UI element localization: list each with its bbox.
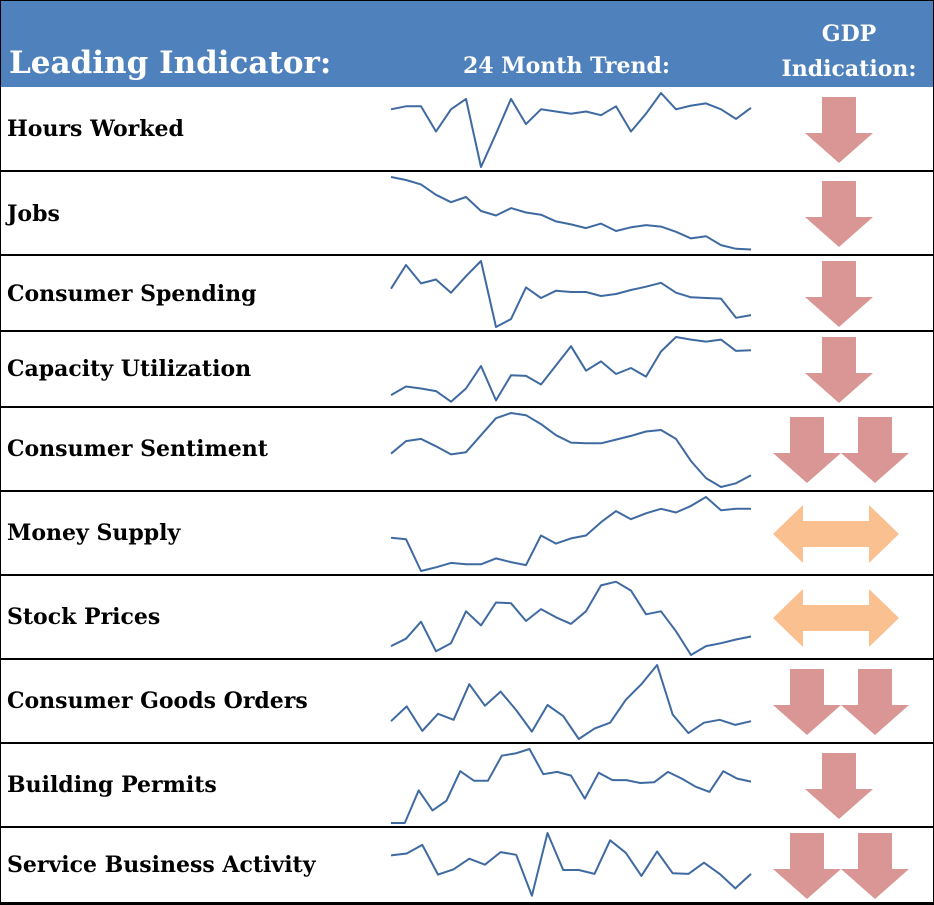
row-graphics: [390, 832, 909, 899]
row-graphics: [390, 260, 873, 328]
row-graphics: [390, 176, 873, 251]
row-label: Stock Prices: [7, 604, 161, 630]
table-header: Leading Indicator: 24 Month Trend: GDP I…: [1, 1, 933, 87]
table-row: Capacity Utilization: [1, 332, 933, 408]
row-graphics: [390, 336, 873, 403]
row-label: Building Permits: [7, 772, 217, 798]
row-label: Hours Worked: [7, 116, 184, 142]
trend-sparkline: [390, 664, 752, 740]
down-arrow-icon: [773, 669, 841, 735]
down-arrow-icon: [805, 181, 873, 247]
table-row: Service Business Activity: [1, 828, 933, 904]
trend-sparkline: [390, 260, 752, 328]
table-row: Money Supply: [1, 492, 933, 576]
row-label: Jobs: [7, 201, 60, 227]
trend-sparkline: [391, 748, 752, 824]
down-arrow-icon: [805, 261, 873, 327]
row-graphics: [390, 412, 909, 488]
row-graphics: [390, 496, 899, 572]
table-row: Hours Worked: [1, 88, 933, 172]
row-label: Consumer Goods Orders: [7, 688, 308, 714]
down-arrow-icon: [841, 833, 909, 899]
trend-sparkline: [390, 496, 751, 572]
header-indicator-label: Leading Indicator:: [9, 45, 332, 81]
down-arrow-icon: [805, 337, 873, 403]
row-graphics: [390, 664, 909, 740]
table-row: Jobs: [1, 172, 933, 256]
trend-sparkline: [390, 832, 752, 897]
down-arrow-icon: [773, 833, 841, 899]
header-gdp-line1: GDP: [821, 21, 877, 47]
trend-sparkline: [390, 412, 752, 488]
table-row: Consumer Sentiment: [1, 408, 933, 492]
row-label: Service Business Activity: [7, 852, 316, 878]
trend-sparkline: [390, 92, 752, 168]
row-graphics: [390, 92, 873, 168]
table-row: Building Permits: [1, 744, 933, 828]
row-label: Consumer Spending: [7, 281, 257, 307]
down-arrow-icon: [841, 669, 909, 735]
row-graphics: [391, 748, 873, 824]
trend-sparkline: [390, 336, 752, 403]
table-row: Stock Prices: [1, 576, 933, 660]
trend-sparkline: [390, 580, 752, 656]
header-gdp-line2: Indication:: [781, 56, 917, 82]
trend-sparkline: [390, 176, 752, 251]
row-label: Money Supply: [7, 520, 181, 546]
down-arrow-icon: [773, 417, 841, 483]
row-label: Consumer Sentiment: [7, 436, 268, 462]
table-row: Consumer Spending: [1, 256, 933, 332]
header-gdp-label: GDP Indication:: [769, 17, 929, 87]
down-arrow-icon: [805, 97, 873, 163]
table-row: Consumer Goods Orders: [1, 660, 933, 744]
left-right-arrow-icon: [773, 505, 899, 563]
left-right-arrow-icon: [773, 589, 899, 647]
row-label: Capacity Utilization: [7, 356, 252, 382]
row-graphics: [390, 580, 899, 656]
header-trend-label: 24 Month Trend:: [463, 53, 670, 79]
down-arrow-icon: [841, 417, 909, 483]
down-arrow-icon: [805, 753, 873, 819]
